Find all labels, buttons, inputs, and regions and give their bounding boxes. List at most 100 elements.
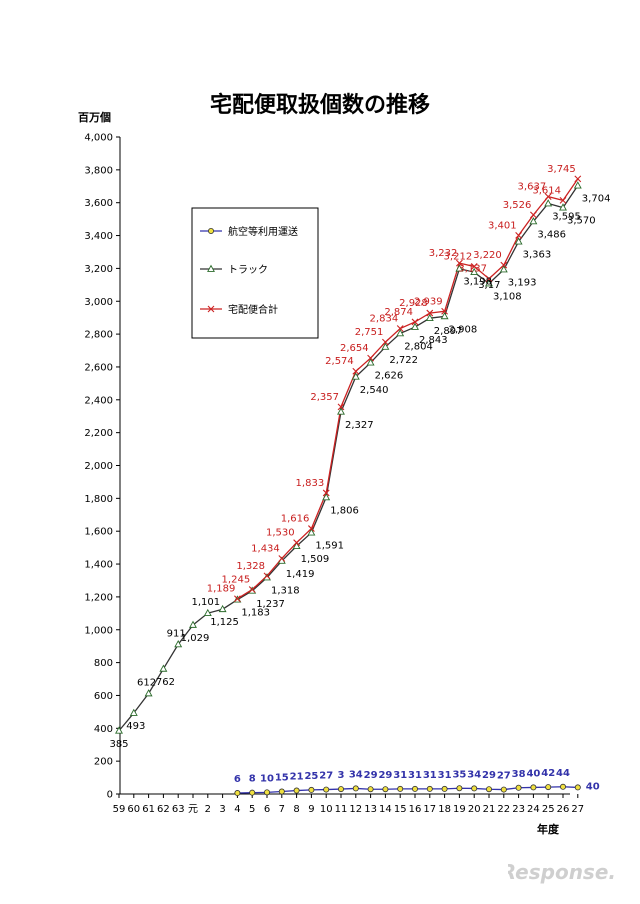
- data-label: 1,189: [207, 584, 236, 595]
- data-point: [440, 312, 449, 320]
- x-tick-label: 15: [394, 804, 407, 815]
- data-point-stroke: [322, 489, 330, 497]
- data-point: [470, 267, 479, 276]
- axes: [119, 137, 570, 795]
- data-label: 2,897: [434, 326, 463, 337]
- data-point: [352, 785, 359, 792]
- data-point: [293, 539, 300, 547]
- data-label: 3,193: [508, 278, 537, 289]
- data-label: 31: [423, 770, 437, 781]
- series-markers: [115, 175, 582, 797]
- data-point: [263, 789, 270, 796]
- series-line: [237, 786, 578, 794]
- data-point: [159, 664, 168, 672]
- data-label: 2,574: [325, 356, 354, 367]
- y-tick-label: 2,800: [84, 330, 113, 341]
- x-tick-label: 17: [423, 804, 436, 815]
- data-label: 1,101: [191, 597, 220, 608]
- data-point: [485, 786, 492, 793]
- data-point: [382, 786, 389, 793]
- data-point: [308, 786, 315, 793]
- data-label: 2,939: [414, 296, 443, 307]
- data-label: 38: [512, 769, 526, 780]
- data-point: [248, 586, 256, 593]
- data-point-stroke: [396, 325, 404, 332]
- data-label: 1,616: [281, 514, 310, 525]
- data-label: 1,591: [315, 541, 344, 552]
- data-point: [426, 785, 433, 792]
- data-label: 1,434: [251, 543, 280, 554]
- data-point-stroke: [544, 193, 552, 201]
- data-point: [263, 572, 271, 580]
- x-tick-label: 20: [468, 804, 481, 815]
- x-tick-label: 18: [438, 804, 451, 815]
- data-label: 3,212: [444, 251, 473, 262]
- data-point: [544, 193, 552, 201]
- data-point: [499, 265, 508, 273]
- data-point: [189, 620, 197, 628]
- x-tick-label: 2: [205, 804, 211, 815]
- data-label: 34: [349, 769, 363, 780]
- y-tick-label: 2,000: [84, 461, 113, 472]
- data-point-stroke: [530, 211, 537, 219]
- data-label: 2,654: [340, 343, 369, 354]
- data-point: [308, 525, 315, 532]
- data-point: [207, 264, 215, 272]
- data-label: 1,833: [296, 478, 325, 489]
- x-tick-label: 12: [349, 804, 362, 815]
- data-label: 3: [338, 770, 345, 781]
- data-label: 1,183: [241, 608, 270, 619]
- data-label: 1,237: [256, 599, 285, 610]
- data-label: 29: [364, 770, 378, 781]
- data-point: [352, 367, 360, 375]
- data-point: [234, 595, 241, 603]
- data-point: [292, 541, 301, 549]
- data-point: [485, 275, 493, 283]
- data-point: [455, 264, 464, 272]
- data-point: [322, 493, 331, 501]
- data-point: [174, 640, 183, 648]
- data-point: [207, 305, 215, 313]
- data-label: 1,328: [236, 561, 265, 572]
- x-tick-label: 21: [483, 804, 496, 815]
- data-point: [530, 784, 537, 791]
- data-point: [530, 211, 537, 219]
- x-tick-label: 10: [320, 804, 333, 815]
- x-tick-label: 62: [157, 804, 170, 815]
- x-tick-label: 22: [497, 804, 510, 815]
- x-tick-label: 11: [335, 804, 348, 815]
- data-point: [545, 784, 552, 791]
- data-label: 34: [467, 769, 481, 780]
- data-point: [456, 259, 463, 267]
- y-axis-ticks: 0 200 400 600 800 1,000 1,200 1,400 1,600 1,800 2,…: [84, 133, 120, 801]
- data-point: [411, 322, 419, 330]
- data-point: [441, 307, 448, 315]
- data-label: 2,626: [375, 371, 404, 382]
- data-point: [514, 237, 523, 245]
- data-point: [396, 325, 404, 332]
- data-label: 3,232: [429, 248, 458, 259]
- data-point: [307, 528, 316, 536]
- data-point-stroke: [234, 595, 241, 603]
- data-label: 2,540: [360, 385, 389, 396]
- data-label: 2,834: [370, 314, 399, 325]
- series-line: [118, 185, 579, 732]
- data-label: 2,751: [355, 327, 384, 338]
- data-point: [456, 785, 463, 792]
- data-label: 2,357: [310, 392, 339, 403]
- y-tick-label: 2,400: [84, 395, 113, 406]
- data-label: 42: [541, 768, 555, 779]
- data-label: 10: [260, 773, 274, 784]
- data-point: [426, 309, 434, 317]
- data-point-stroke: [248, 586, 256, 593]
- y-tick-label: 3,200: [84, 264, 113, 275]
- x-tick-label: 14: [379, 804, 392, 815]
- data-label: 1,318: [271, 586, 300, 597]
- data-point: [337, 407, 345, 415]
- y-tick-label: 0: [107, 790, 113, 801]
- data-label: 3,363: [523, 250, 552, 261]
- y-tick-label: 1,800: [84, 494, 113, 505]
